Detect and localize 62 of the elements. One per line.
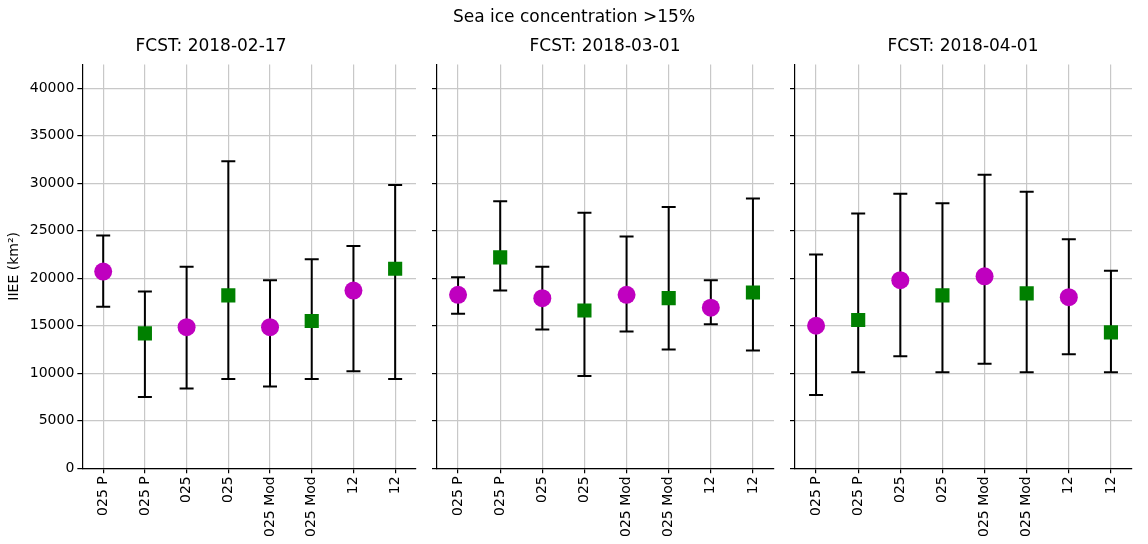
point <box>617 285 636 304</box>
point <box>344 281 363 300</box>
x-tick-label: 025 <box>575 476 592 504</box>
y-tick-label: 40000 <box>29 78 75 95</box>
y-tick-label: 15000 <box>29 316 75 333</box>
point <box>745 285 761 300</box>
y-tick-label: 10000 <box>29 363 75 380</box>
x-tick-label: 025 Mod <box>302 476 319 537</box>
x-tick-label: 12 <box>1101 476 1118 495</box>
x-tick-label: 12 <box>385 476 402 495</box>
x-tick-label: 025 P <box>448 476 465 516</box>
y-tick-label: 5000 <box>38 411 75 428</box>
point <box>891 271 910 290</box>
chart-title: FCST: 2018-04-01 <box>887 34 1039 55</box>
point <box>851 312 866 328</box>
point <box>1103 325 1119 340</box>
point <box>807 316 826 335</box>
x-tick-label: 025 Mod <box>1017 476 1034 537</box>
point <box>493 250 508 265</box>
x-tick-label: 12 <box>344 476 361 495</box>
point <box>449 285 468 304</box>
y-tick-label: 25000 <box>29 221 75 238</box>
x-tick-label: 025 Mod <box>260 476 277 537</box>
chart-title: FCST: 2018-02-17 <box>135 34 287 55</box>
x-tick-label: 025 <box>177 476 194 504</box>
point <box>935 288 950 303</box>
x-tick-label: 025 P <box>490 476 507 516</box>
point <box>577 303 592 318</box>
x-tick-label: 025 P <box>848 476 865 516</box>
y-axis-title: IIEE (km²) <box>5 232 22 301</box>
point <box>1019 286 1034 301</box>
point <box>1059 288 1078 307</box>
x-tick-label: 025 P <box>135 476 152 516</box>
y-tick-label: 30000 <box>29 173 75 190</box>
x-tick-label: 12 <box>701 476 718 495</box>
text: Sea ice concentration >15% <box>451 6 697 26</box>
point <box>94 262 113 281</box>
point <box>177 318 196 337</box>
x-tick-label: 025 Mod <box>617 476 634 537</box>
point <box>533 289 552 308</box>
y-tick-label: 20000 <box>29 268 75 285</box>
point <box>661 291 676 306</box>
x-tick-label: 025 <box>218 476 235 504</box>
x-tick-label: 025 <box>532 476 549 504</box>
x-tick-label: 025 Mod <box>659 476 676 537</box>
point <box>304 313 319 329</box>
x-tick-label: 025 Mod <box>975 476 992 537</box>
point <box>975 267 994 286</box>
x-tick-label: 025 P <box>806 476 823 516</box>
point <box>137 326 152 341</box>
chart-title: FCST: 2018-03-01 <box>529 34 681 55</box>
x-tick-label: 025 <box>933 476 950 504</box>
x-tick-label: 12 <box>743 476 760 495</box>
x-tick-label: 12 <box>1059 476 1076 495</box>
y-tick-label: 0 <box>65 458 75 475</box>
point <box>221 288 236 303</box>
x-tick-label: 025 P <box>93 476 110 516</box>
point <box>261 318 280 337</box>
x-tick-label: 025 <box>890 476 907 504</box>
point <box>388 261 403 276</box>
point <box>701 298 720 317</box>
y-tick-label: 35000 <box>29 126 75 143</box>
